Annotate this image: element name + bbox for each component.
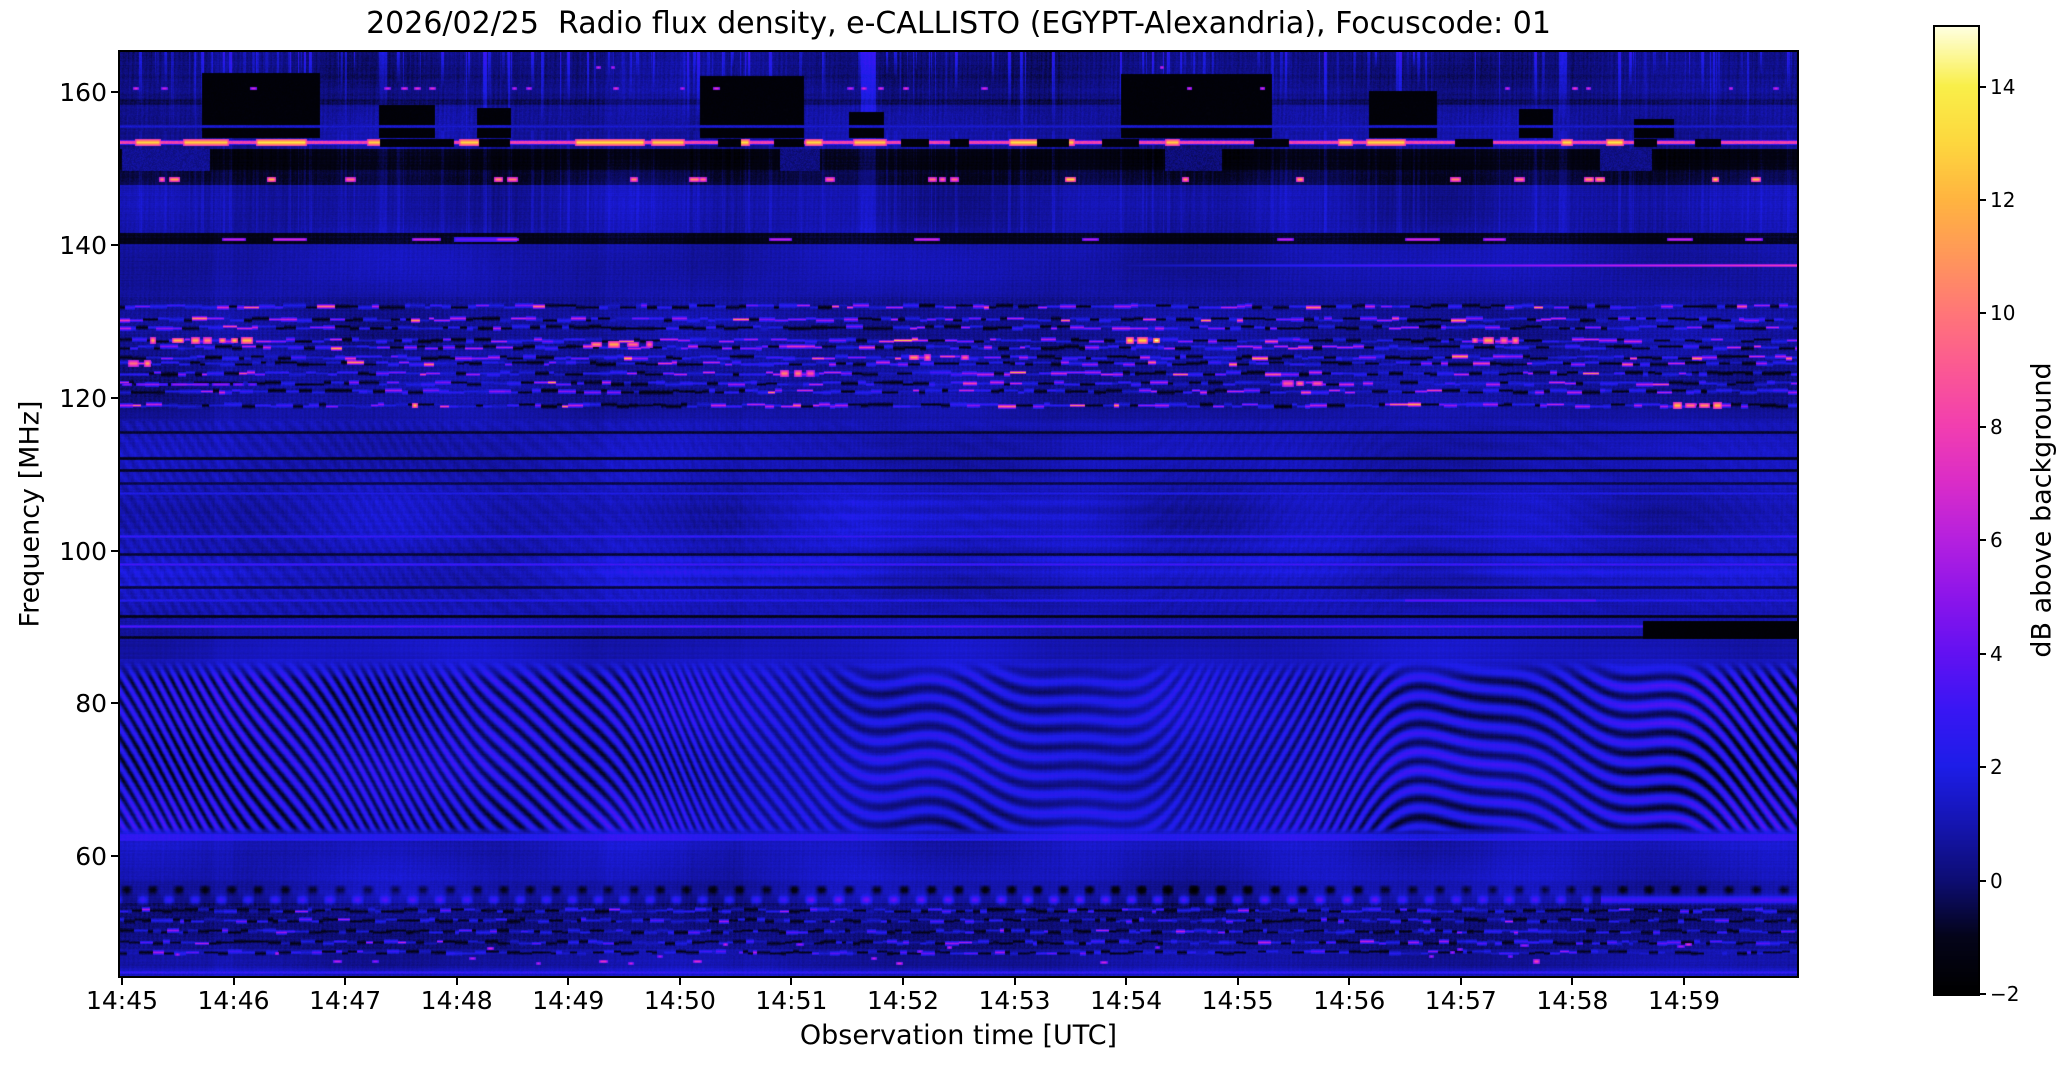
colorbar-tick-mark <box>1980 198 1986 201</box>
x-tick-label: 14:52 <box>866 986 939 1015</box>
y-tick-mark <box>111 855 118 858</box>
y-tick-mark <box>111 244 118 247</box>
colorbar-tick-mark <box>1980 425 1986 428</box>
x-tick-label: 14:58 <box>1536 986 1609 1015</box>
x-tick-mark <box>455 978 458 985</box>
y-tick-mark <box>111 702 118 705</box>
colorbar-tick-mark <box>1980 766 1986 769</box>
colorbar-tick-label: 12 <box>1990 187 2016 212</box>
y-tick-label: 140 <box>59 231 107 261</box>
colorbar <box>1933 25 1980 996</box>
y-tick-mark <box>111 549 118 552</box>
x-tick-mark <box>567 978 570 985</box>
x-tick-label: 14:59 <box>1647 986 1720 1015</box>
x-tick-mark <box>121 978 123 985</box>
x-tick-label: 14:56 <box>1313 986 1386 1015</box>
colorbar-tick-label: 8 <box>1990 414 2003 439</box>
x-tick-label: 14:47 <box>309 986 382 1015</box>
colorbar-tick-label: 4 <box>1990 641 2003 666</box>
colorbar-tick-mark <box>1980 312 1986 315</box>
x-tick-label: 14:51 <box>755 986 828 1015</box>
x-tick-label: 14:50 <box>643 986 716 1015</box>
colorbar-tick-mark <box>1980 879 1986 882</box>
x-tick-label: 14:46 <box>197 986 270 1015</box>
colorbar-tick-mark <box>1980 993 1986 995</box>
x-tick-mark <box>1125 978 1128 985</box>
spectrogram-canvas <box>120 52 1797 976</box>
x-tick-mark <box>901 978 904 985</box>
x-tick-mark <box>232 978 235 985</box>
x-tick-mark <box>790 978 793 985</box>
colorbar-tick-label: 6 <box>1990 528 2003 553</box>
x-tick-label: 14:55 <box>1201 986 1274 1015</box>
y-tick-label: 80 <box>75 689 107 719</box>
chart-title: 2026/02/25 Radio flux density, e-CALLIST… <box>366 6 1551 41</box>
colorbar-canvas <box>1935 27 1978 994</box>
colorbar-tick-label: −2 <box>1990 982 2020 1006</box>
x-tick-mark <box>344 978 347 985</box>
x-tick-mark <box>1459 978 1462 985</box>
x-tick-label: 14:53 <box>978 986 1051 1015</box>
y-tick-label: 120 <box>59 383 107 413</box>
colorbar-tick-label: 10 <box>1990 301 2016 326</box>
y-tick-label: 60 <box>75 842 107 872</box>
colorbar-tick-label: 2 <box>1990 755 2003 780</box>
y-axis-label: Frequency [MHz] <box>14 400 46 628</box>
x-tick-mark <box>678 978 681 985</box>
x-tick-label: 14:48 <box>420 986 493 1015</box>
x-tick-label: 14:45 <box>85 986 159 1015</box>
x-tick-mark <box>1571 978 1574 985</box>
colorbar-tick-mark <box>1980 539 1986 542</box>
x-tick-mark <box>1682 978 1685 985</box>
x-tick-mark <box>1013 978 1016 985</box>
plot-area <box>118 50 1799 978</box>
x-axis-label: Observation time [UTC] <box>799 1020 1118 1051</box>
colorbar-tick-label: 0 <box>1990 868 2003 893</box>
colorbar-tick-mark <box>1980 652 1986 655</box>
x-tick-mark <box>1348 978 1351 985</box>
x-tick-label: 14:54 <box>1090 986 1163 1015</box>
x-tick-label: 14:57 <box>1424 986 1497 1015</box>
colorbar-tick-mark <box>1980 85 1986 88</box>
x-tick-label: 14:49 <box>532 986 605 1015</box>
x-tick-mark <box>1236 978 1239 985</box>
colorbar-tick-label: 14 <box>1990 74 2016 99</box>
y-tick-mark <box>111 396 118 399</box>
y-tick-label: 160 <box>59 78 107 108</box>
colorbar-label: dB above background <box>2026 362 2058 658</box>
y-tick-mark <box>111 91 118 94</box>
y-tick-label: 100 <box>59 536 107 566</box>
